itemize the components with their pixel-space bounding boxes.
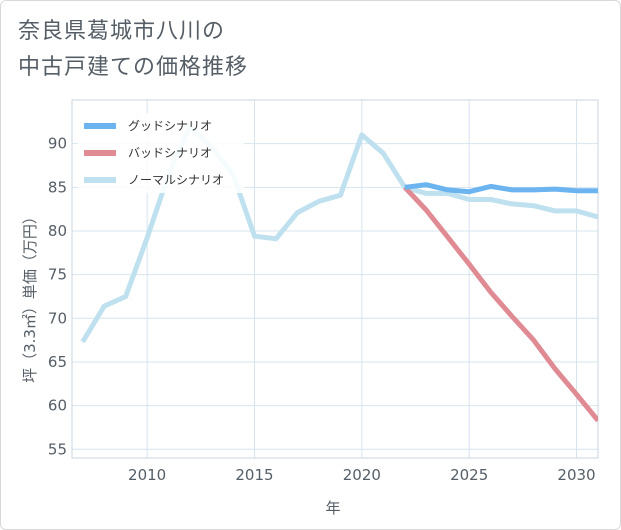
x-tick-label: 2025 (450, 466, 488, 484)
x-tick-label: 2010 (128, 466, 166, 484)
legend-label-1: バッドシナリオ (128, 146, 212, 160)
y-tick-label: 65 (48, 353, 67, 371)
y-tick-label: 75 (48, 266, 67, 284)
x-tick-label: 2020 (343, 466, 381, 484)
title-line-1: 奈良県葛城市八川の (18, 19, 226, 44)
y-tick-label: 85 (48, 178, 67, 196)
y-axis-label: 坪（3.3㎡）単価（万円） (21, 209, 39, 383)
page-title: 奈良県葛城市八川の 中古戸建ての価格推移 (18, 14, 248, 86)
x-axis-ticks: 2010 2015 2020 2025 2030 (128, 466, 596, 484)
legend-label-2: ノーマルシナリオ (128, 173, 224, 187)
y-tick-label: 80 (48, 222, 67, 240)
legend-label-0: グッドシナリオ (128, 119, 212, 133)
x-axis-label: 年 (325, 499, 340, 517)
plot-border (71, 99, 599, 459)
series-line-0 (404, 182, 598, 195)
y-tick-label: 55 (48, 440, 67, 458)
title-line-2: 中古戸建ての価格推移 (18, 55, 249, 80)
x-tick-label: 2030 (557, 466, 595, 484)
plot-area (71, 99, 599, 459)
series-line-1 (402, 185, 598, 423)
y-tick-label: 70 (48, 309, 67, 327)
y-axis-ticks: 55 60 65 70 75 80 85 90 (48, 135, 67, 459)
y-tick-label: 90 (48, 135, 67, 153)
y-tick-label: 60 (48, 397, 67, 415)
x-tick-label: 2015 (235, 466, 273, 484)
